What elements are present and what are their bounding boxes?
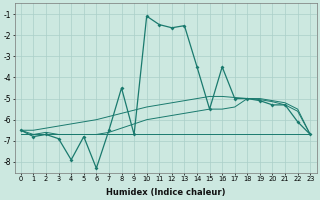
X-axis label: Humidex (Indice chaleur): Humidex (Indice chaleur) xyxy=(106,188,225,197)
